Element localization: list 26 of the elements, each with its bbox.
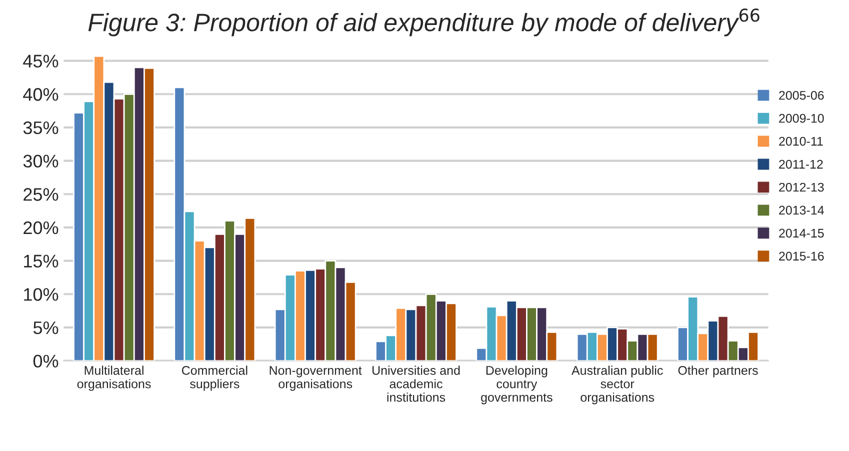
y-tick-label: 15% [24, 254, 58, 268]
y-tick-label: 35% [23, 121, 58, 134]
legend-label: 2011-12 [779, 160, 823, 169]
legend-label: 2013-14 [779, 206, 824, 215]
legend-label: 2015-16 [779, 252, 824, 261]
x-tick-label: Universities and academic institutions [372, 366, 460, 402]
legend-label: 2009-10 [779, 114, 824, 123]
y-tick-label: 40% [23, 88, 58, 101]
y-tick-label: 5% [33, 321, 58, 334]
legend-label: 2012-13 [779, 182, 824, 192]
x-tick-label: Commercial suppliers [182, 366, 248, 391]
x-tick-label: Multilateral organisations [77, 366, 151, 391]
x-tick-label: Australian public sector organisations [572, 366, 663, 404]
x-tick-label: Non-government organisations [270, 366, 362, 391]
y-tick-label: 30% [23, 154, 58, 168]
y-tick-label: 45% [23, 54, 58, 68]
legend-label: 2010-11 [779, 136, 823, 146]
y-tick-label: 25% [24, 188, 58, 201]
y-tick-label: 10% [24, 288, 58, 301]
y-tick-label: 0% [33, 354, 58, 368]
legend-label: 2005-06 [779, 90, 824, 100]
legend-label: 2014-15 [779, 228, 824, 238]
y-tick-label: 20% [24, 221, 58, 234]
x-tick-label: Other partners [678, 366, 758, 378]
chart-title: Figure 3: Proportion of aid expenditure by mode of delivery$^{66}$ [88, 8, 760, 36]
x-tick-label: Developing country governments [481, 366, 552, 404]
